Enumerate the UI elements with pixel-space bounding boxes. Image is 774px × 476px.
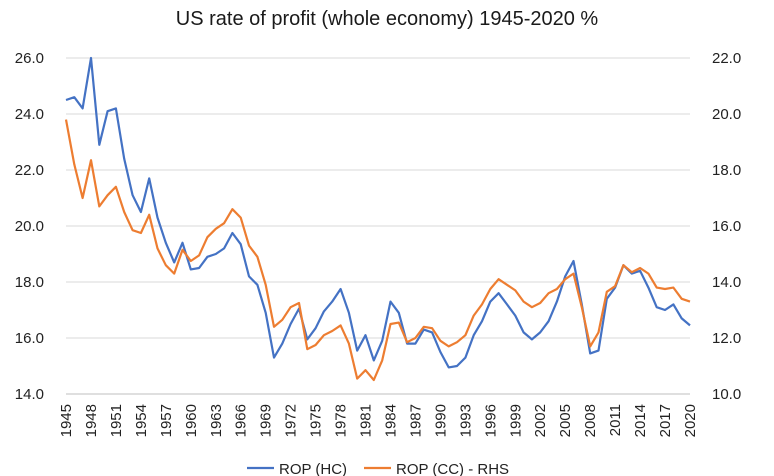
right-y-tick-label: 14.0 <box>712 274 741 291</box>
x-tick-label: 2008 <box>582 404 599 437</box>
x-tick-label: 2011 <box>607 404 624 436</box>
x-tick-label: 2002 <box>532 404 549 437</box>
legend: ROP (HC) ROP (CC) - RHS <box>247 461 509 476</box>
x-tick-label: 1966 <box>233 404 250 437</box>
right-y-tick-label: 20.0 <box>712 106 741 123</box>
x-tick-label: 1993 <box>457 404 474 437</box>
x-axis: 1945 1948 1951 1954 1957 1960 1963 1966 1969 1972… <box>58 393 699 437</box>
x-tick-label: 1963 <box>208 404 225 437</box>
x-tick-label: 1981 <box>358 404 375 437</box>
chart-title: US rate of profit (whole economy) 1945-2… <box>175 8 599 30</box>
series-line-rop-cc-rhs <box>64 119 691 382</box>
series-line-rop-hc <box>65 56 691 369</box>
legend-label: ROP (CC) - RHS <box>396 461 509 476</box>
left-y-tick-label: 16.0 <box>15 330 44 347</box>
legend-label: ROP (HC) <box>279 461 347 476</box>
left-y-tick-label: 20.0 <box>15 218 44 235</box>
x-tick-label: 1957 <box>158 404 175 437</box>
left-y-tick-label: 22.0 <box>15 162 44 179</box>
x-tick-label: 1999 <box>507 404 524 437</box>
right-y-tick-label: 18.0 <box>712 162 741 179</box>
left-y-tick-label: 26.0 <box>15 50 44 67</box>
x-tick-label: 1945 <box>58 404 75 437</box>
left-y-axis: 14.0 16.0 18.0 20.0 22.0 24.0 26.0 <box>15 50 44 403</box>
x-tick-label: 1978 <box>333 404 350 437</box>
x-tick-label: 1948 <box>83 404 100 437</box>
x-tick-label: 1951 <box>108 404 125 437</box>
x-tick-label: 1984 <box>382 404 399 437</box>
series-layer <box>64 56 691 382</box>
left-y-tick-label: 24.0 <box>15 106 44 123</box>
x-tick-label: 1954 <box>133 404 150 437</box>
x-tick-label: 2005 <box>557 404 574 437</box>
x-tick-label: 2020 <box>682 404 699 437</box>
x-tick-label: 2014 <box>632 404 649 437</box>
left-y-tick-label: 14.0 <box>15 386 44 403</box>
left-y-tick-label: 18.0 <box>15 274 44 291</box>
right-y-tick-label: 10.0 <box>712 386 741 403</box>
x-tick-label: 1972 <box>283 404 300 437</box>
x-tick-label: 1996 <box>482 404 499 437</box>
right-y-tick-label: 12.0 <box>712 330 741 347</box>
x-tick-label: 1975 <box>308 404 325 437</box>
x-tick-label: 1990 <box>432 404 449 437</box>
right-y-axis: 10.0 12.0 14.0 16.0 18.0 20.0 22.0 <box>712 50 741 403</box>
x-tick-label: 1960 <box>183 404 200 437</box>
x-tick-label: 1987 <box>407 404 424 437</box>
x-tick-label: 2017 <box>657 404 674 437</box>
right-y-tick-label: 22.0 <box>712 50 741 67</box>
right-y-tick-label: 16.0 <box>712 218 741 235</box>
x-tick-label: 1969 <box>258 404 275 437</box>
